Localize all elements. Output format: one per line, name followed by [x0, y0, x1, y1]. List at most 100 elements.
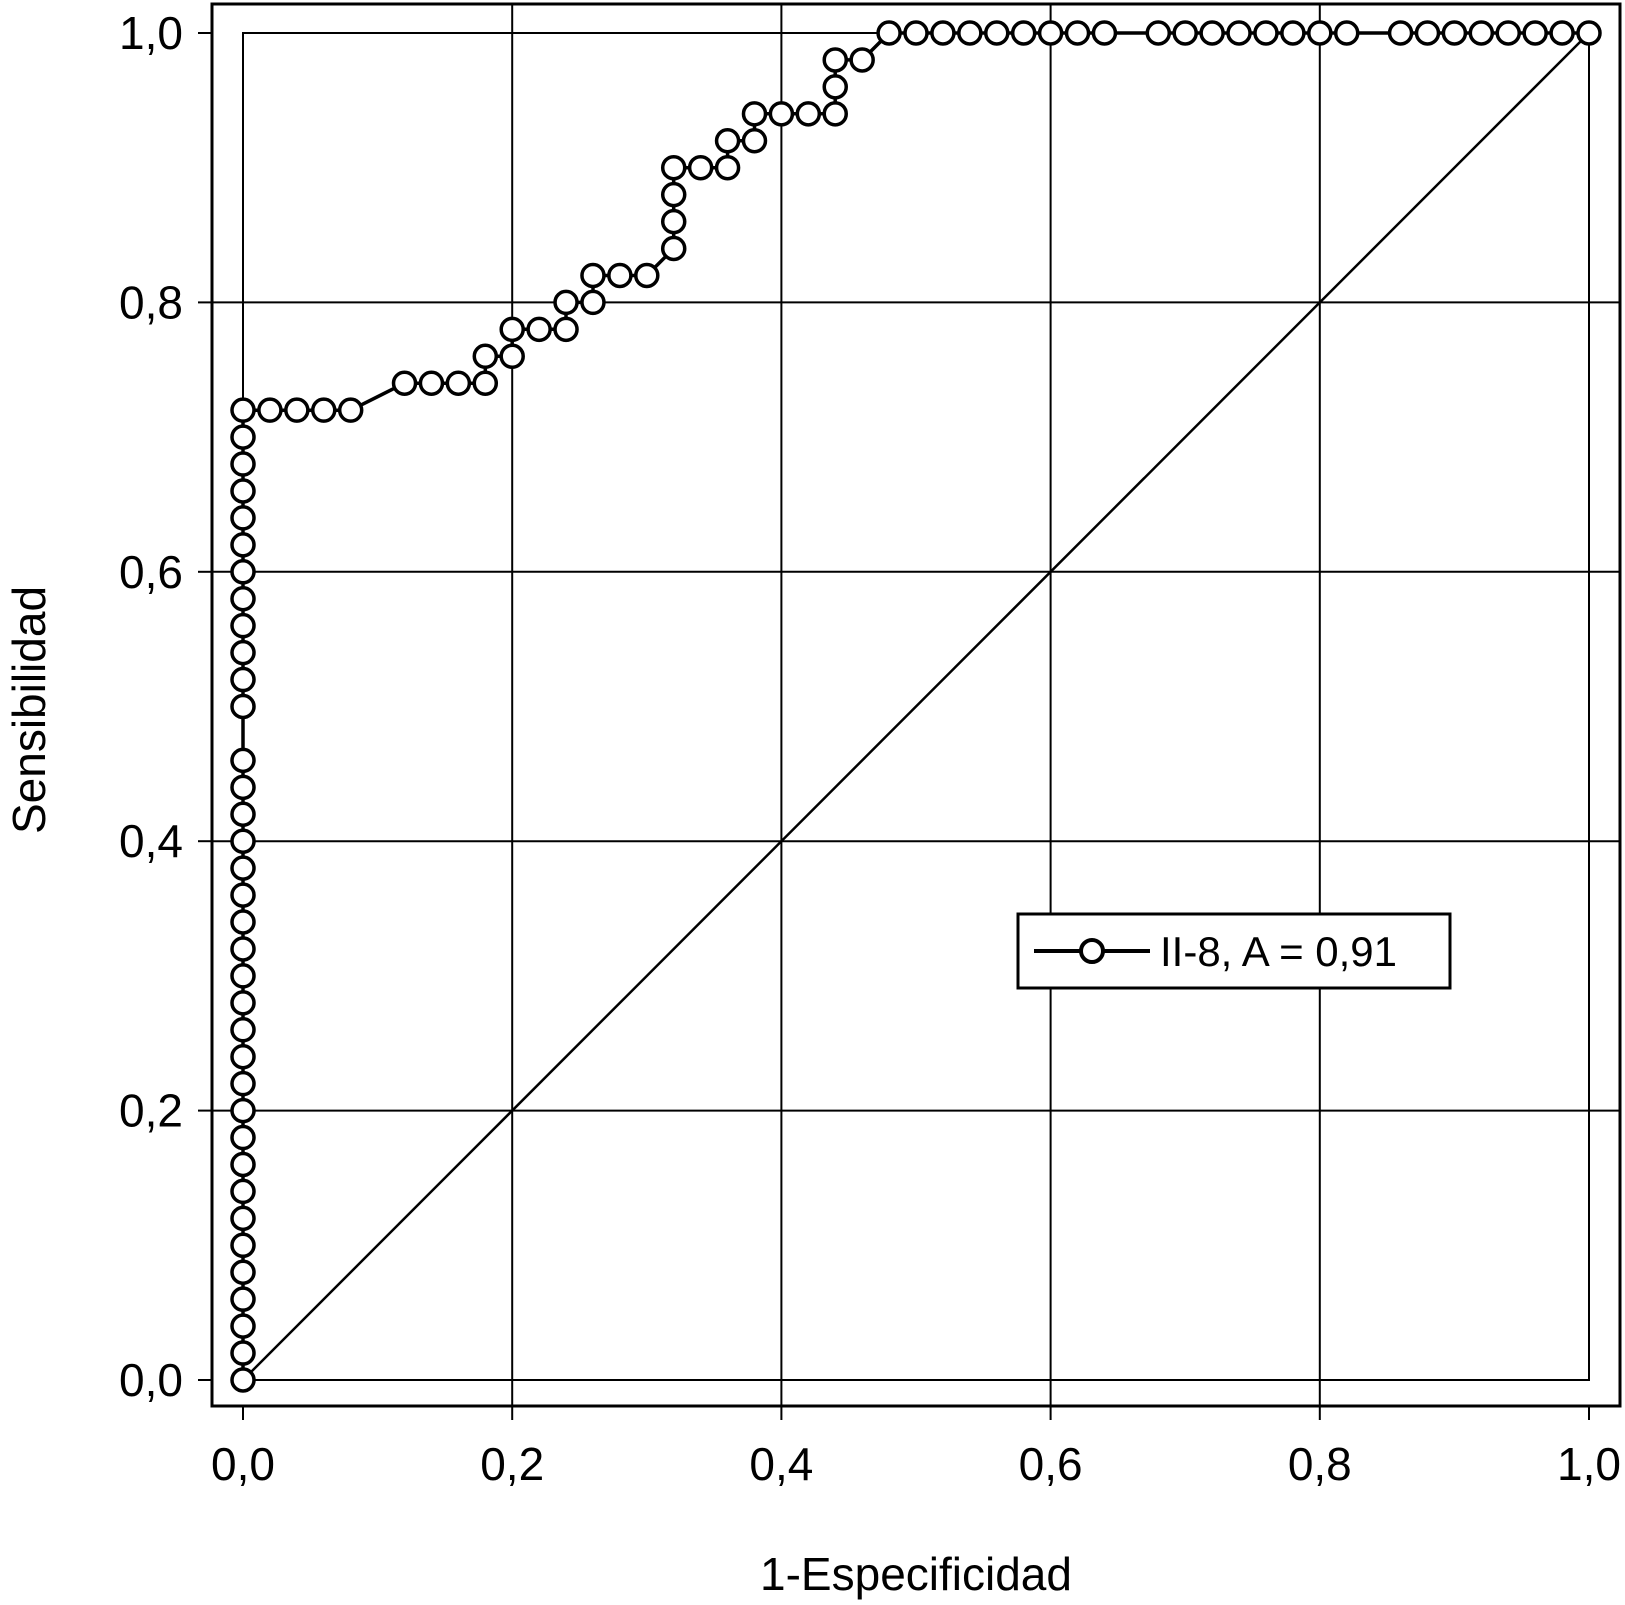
roc-point — [230, 478, 256, 504]
x-tick-labels: 0,0 0,2 0,4 0,6 0,8 1,0 — [211, 1438, 1621, 1490]
roc-point — [930, 20, 956, 46]
roc-point — [230, 1178, 256, 1205]
roc-point — [795, 101, 822, 127]
roc-point — [230, 963, 256, 989]
roc-point — [230, 1097, 256, 1124]
roc-point — [337, 397, 364, 423]
roc-point — [714, 154, 741, 181]
roc-point — [714, 128, 741, 154]
roc-point — [1172, 20, 1198, 46]
roc-point — [230, 612, 256, 639]
roc-point — [607, 262, 633, 289]
roc-point — [553, 289, 579, 316]
y-tick-labels: 0,0 0,2 0,4 0,6 0,8 1,0 — [119, 7, 183, 1406]
roc-point — [957, 20, 983, 46]
axis-ticks — [198, 32, 1590, 1420]
roc-point — [257, 397, 283, 423]
roc-point — [230, 424, 256, 450]
roc-point — [230, 828, 256, 854]
roc-point — [230, 1313, 256, 1339]
x-tick-label: 0,2 — [480, 1438, 544, 1490]
roc-point — [1495, 20, 1521, 46]
roc-point — [418, 370, 445, 396]
x-axis-title: 1-Especificidad — [760, 1548, 1072, 1600]
roc-point — [634, 262, 660, 289]
roc-point — [472, 370, 499, 396]
reference-diagonal — [242, 32, 1590, 1381]
roc-point — [230, 1124, 256, 1151]
roc-point — [230, 882, 256, 908]
y-tick-label: 0,4 — [119, 815, 183, 867]
roc-point — [230, 1151, 256, 1178]
roc-point — [1333, 20, 1360, 46]
roc-point — [1145, 20, 1172, 46]
roc-point — [230, 1070, 256, 1097]
roc-point — [230, 774, 256, 801]
roc-point — [230, 1340, 256, 1366]
roc-point — [822, 74, 848, 100]
legend: II-8, A = 0,91 — [1016, 912, 1452, 990]
roc-point — [499, 343, 525, 370]
roc-point — [230, 451, 256, 477]
roc-point — [230, 855, 256, 881]
x-tick-label: 1,0 — [1557, 1438, 1621, 1490]
roc-point — [687, 154, 714, 181]
roc-point — [230, 747, 256, 774]
roc-point — [311, 397, 337, 423]
roc-point — [230, 936, 256, 962]
roc-point — [230, 990, 256, 1016]
roc-point — [580, 262, 606, 289]
roc-point — [230, 1259, 256, 1285]
y-tick-label: 0,0 — [119, 1354, 183, 1406]
roc-point — [580, 289, 606, 316]
roc-point — [230, 1286, 256, 1312]
roc-point — [1307, 20, 1333, 46]
roc-point — [526, 316, 552, 343]
grid-lines — [212, 4, 1620, 1406]
x-tick-label: 0,6 — [1019, 1438, 1083, 1490]
roc-point — [849, 47, 875, 73]
roc-point — [230, 559, 256, 585]
legend-marker — [1079, 938, 1105, 964]
roc-point — [1549, 20, 1575, 46]
roc-point — [445, 370, 472, 396]
roc-point — [741, 128, 768, 154]
roc-point — [230, 1017, 256, 1043]
roc-point — [230, 1232, 256, 1259]
roc-point — [1091, 20, 1118, 46]
y-tick-label: 1,0 — [119, 7, 183, 59]
roc-point — [741, 101, 768, 127]
roc-point — [1010, 20, 1037, 46]
roc-point — [822, 101, 848, 127]
legend-label: II-8, A = 0,91 — [1160, 928, 1397, 975]
roc-point — [903, 20, 929, 46]
roc-series — [230, 20, 1602, 1393]
roc-point — [1280, 20, 1306, 46]
roc-point — [1441, 20, 1468, 46]
roc-curve-line — [241, 31, 1589, 1380]
x-tick-label: 0,8 — [1288, 1438, 1352, 1490]
y-tick-label: 0,8 — [119, 276, 183, 328]
roc-point — [230, 693, 256, 720]
roc-point — [230, 505, 256, 531]
roc-point — [1064, 20, 1091, 46]
roc-point — [230, 666, 256, 693]
roc-point — [660, 235, 687, 262]
roc-point — [1253, 20, 1279, 46]
roc-point — [768, 101, 795, 127]
roc-point — [553, 316, 579, 343]
roc-point — [1199, 20, 1225, 46]
roc-point — [284, 397, 310, 423]
roc-point — [1414, 20, 1441, 46]
roc-point — [1468, 20, 1495, 46]
roc-point — [1037, 20, 1064, 46]
roc-point — [1387, 20, 1414, 46]
y-tick-label: 0,2 — [119, 1085, 183, 1137]
roc-point — [984, 20, 1010, 46]
roc-point — [230, 397, 256, 423]
roc-point — [472, 343, 499, 370]
roc-point — [230, 801, 256, 828]
y-axis-title: Sensibilidad — [3, 586, 55, 834]
roc-point — [660, 208, 687, 235]
